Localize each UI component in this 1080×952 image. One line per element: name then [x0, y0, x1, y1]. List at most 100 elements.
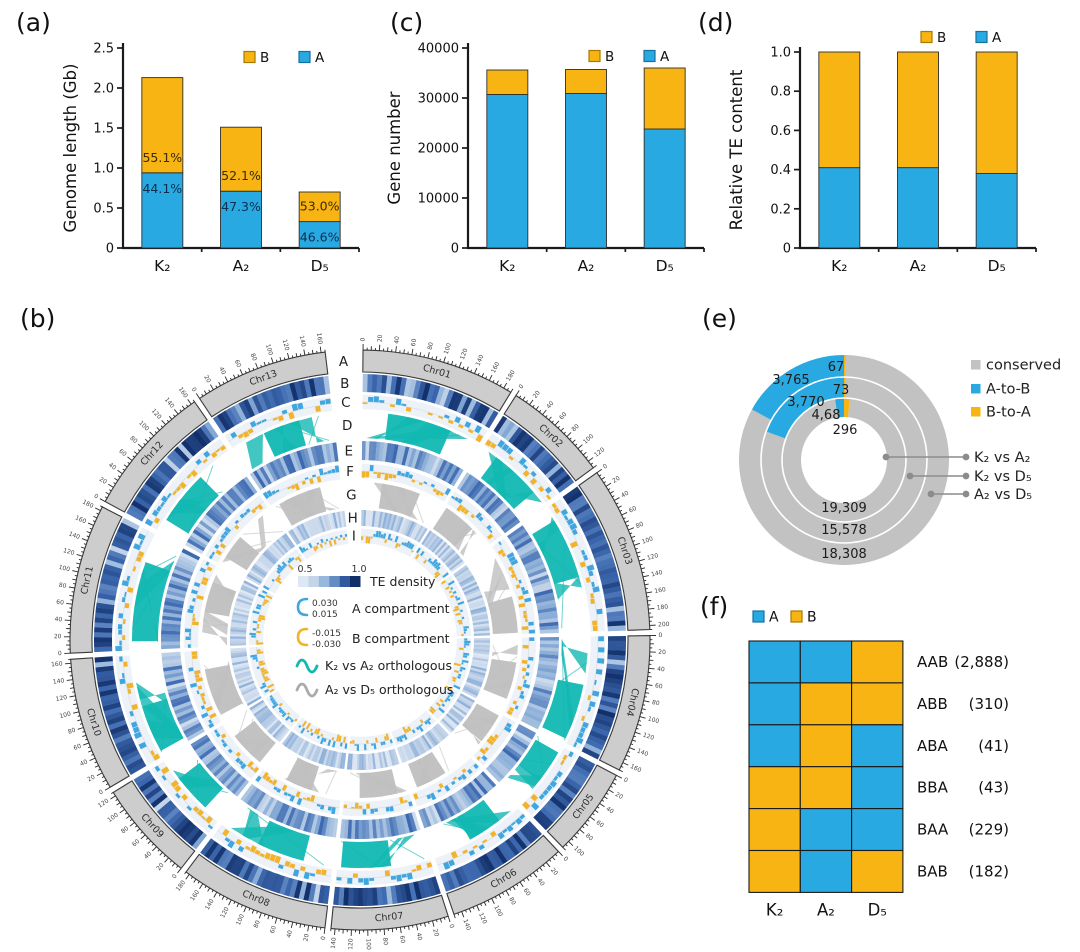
- svg-text:60: 60: [233, 359, 243, 369]
- bar-chart-genome-length: 0 0.5 1.0 1.5 2.0 2.5 K₂ 55.1% 44.1% A₂ 52.1% 47.3%…: [61, 42, 360, 275]
- svg-text:80: 80: [426, 341, 435, 350]
- svg-text:40: 40: [286, 929, 295, 938]
- svg-text:120: 120: [347, 938, 354, 950]
- svg-text:180: 180: [656, 603, 668, 611]
- svg-text:47.3%: 47.3%: [221, 199, 261, 214]
- svg-text:80: 80: [507, 896, 517, 906]
- svg-text:100: 100: [582, 433, 595, 446]
- svg-text:120: 120: [646, 552, 659, 562]
- svg-text:0: 0: [562, 855, 570, 863]
- panel-label-e: (e): [702, 304, 737, 333]
- svg-text:B: B: [260, 50, 269, 66]
- svg-text:3,770: 3,770: [787, 395, 824, 410]
- svg-text:20: 20: [377, 334, 385, 342]
- svg-text:0: 0: [320, 936, 327, 941]
- svg-text:40000: 40000: [418, 42, 459, 57]
- svg-text:120: 120: [477, 912, 488, 925]
- svg-text:(229): (229): [969, 821, 1009, 839]
- svg-text:K₂: K₂: [831, 257, 847, 275]
- svg-text:1.0: 1.0: [351, 564, 366, 575]
- svg-text:100: 100: [443, 342, 453, 355]
- svg-text:ABA: ABA: [917, 737, 949, 755]
- svg-text:140: 140: [204, 898, 216, 912]
- svg-text:140: 140: [163, 396, 176, 409]
- svg-text:A compartment: A compartment: [352, 601, 450, 616]
- svg-text:140: 140: [330, 937, 338, 949]
- panel-label-c: (c): [390, 8, 424, 37]
- svg-text:A₂ vs D₅: A₂ vs D₅: [974, 487, 1032, 503]
- svg-text:-0.015: -0.015: [312, 629, 341, 639]
- svg-text:100: 100: [572, 845, 585, 858]
- svg-text:44.1%: 44.1%: [142, 181, 182, 196]
- svg-text:K₂ vs D₅: K₂ vs D₅: [974, 469, 1032, 485]
- svg-text:15,578: 15,578: [821, 523, 867, 538]
- svg-text:0.5: 0.5: [297, 564, 312, 575]
- svg-text:100: 100: [59, 710, 72, 720]
- svg-text:1.0: 1.0: [770, 46, 791, 61]
- svg-text:0: 0: [98, 788, 105, 796]
- svg-text:F: F: [346, 464, 354, 480]
- svg-text:30000: 30000: [418, 92, 459, 107]
- svg-text:0: 0: [602, 463, 609, 471]
- svg-text:conserved: conserved: [986, 358, 1061, 374]
- svg-text:A: A: [660, 49, 670, 65]
- svg-text:B-to-A: B-to-A: [986, 405, 1031, 421]
- svg-text:180: 180: [175, 879, 188, 893]
- svg-text:0: 0: [447, 923, 455, 929]
- svg-text:160: 160: [315, 332, 323, 344]
- svg-text:20: 20: [658, 649, 666, 656]
- svg-text:60: 60: [117, 448, 127, 458]
- svg-text:140: 140: [636, 747, 649, 758]
- svg-text:0.030: 0.030: [312, 599, 338, 609]
- svg-text:0.8: 0.8: [770, 85, 791, 100]
- svg-text:A: A: [339, 354, 349, 370]
- svg-text:20: 20: [202, 374, 212, 384]
- svg-text:0.6: 0.6: [770, 124, 791, 139]
- svg-text:120: 120: [62, 547, 75, 557]
- svg-text:40: 40: [217, 366, 227, 376]
- svg-text:D₅: D₅: [311, 257, 329, 275]
- svg-text:2.5: 2.5: [93, 42, 114, 57]
- svg-text:20: 20: [532, 389, 542, 399]
- svg-text:A₂: A₂: [817, 900, 835, 919]
- svg-text:0.2: 0.2: [770, 202, 791, 217]
- svg-text:60: 60: [654, 682, 663, 690]
- svg-text:BAB: BAB: [917, 862, 948, 880]
- svg-text:1.0: 1.0: [93, 162, 114, 177]
- svg-text:TE density: TE density: [369, 574, 436, 589]
- svg-text:53.0%: 53.0%: [300, 199, 340, 214]
- svg-text:3,765: 3,765: [772, 373, 809, 388]
- svg-text:40: 40: [415, 932, 423, 941]
- svg-text:0: 0: [106, 242, 114, 257]
- svg-text:140: 140: [298, 335, 307, 348]
- svg-text:40: 40: [143, 850, 153, 860]
- svg-text:200: 200: [658, 621, 670, 629]
- svg-text:A: A: [315, 50, 325, 66]
- svg-text:K₂: K₂: [154, 257, 170, 275]
- svg-text:60: 60: [56, 599, 65, 607]
- svg-text:80: 80: [570, 423, 580, 433]
- svg-text:C: C: [341, 395, 350, 411]
- svg-text:80: 80: [635, 521, 645, 530]
- svg-text:18,308: 18,308: [821, 547, 867, 562]
- svg-text:60: 60: [558, 411, 568, 421]
- svg-text:67: 67: [828, 360, 845, 375]
- svg-text:120: 120: [150, 408, 163, 421]
- svg-text:100: 100: [365, 938, 372, 950]
- svg-text:160: 160: [177, 386, 189, 400]
- svg-text:20000: 20000: [418, 142, 459, 157]
- svg-text:A: A: [769, 610, 779, 626]
- svg-text:100: 100: [264, 343, 274, 356]
- svg-text:K₂ vs A₂: K₂ vs A₂: [974, 450, 1030, 466]
- svg-text:K₂: K₂: [499, 257, 515, 275]
- svg-text:160: 160: [654, 586, 667, 595]
- svg-text:40: 40: [54, 616, 62, 624]
- svg-text:100: 100: [647, 715, 660, 725]
- svg-text:20: 20: [86, 774, 96, 784]
- svg-text:100: 100: [641, 535, 654, 545]
- svg-text:(41): (41): [978, 737, 1009, 755]
- svg-text:0: 0: [360, 337, 367, 341]
- compartment-pattern-grid: A B AAB (2,888) ABB (310) ABA (41) BBA (43) BAA (22…: [748, 610, 1009, 919]
- svg-text:140: 140: [461, 918, 472, 931]
